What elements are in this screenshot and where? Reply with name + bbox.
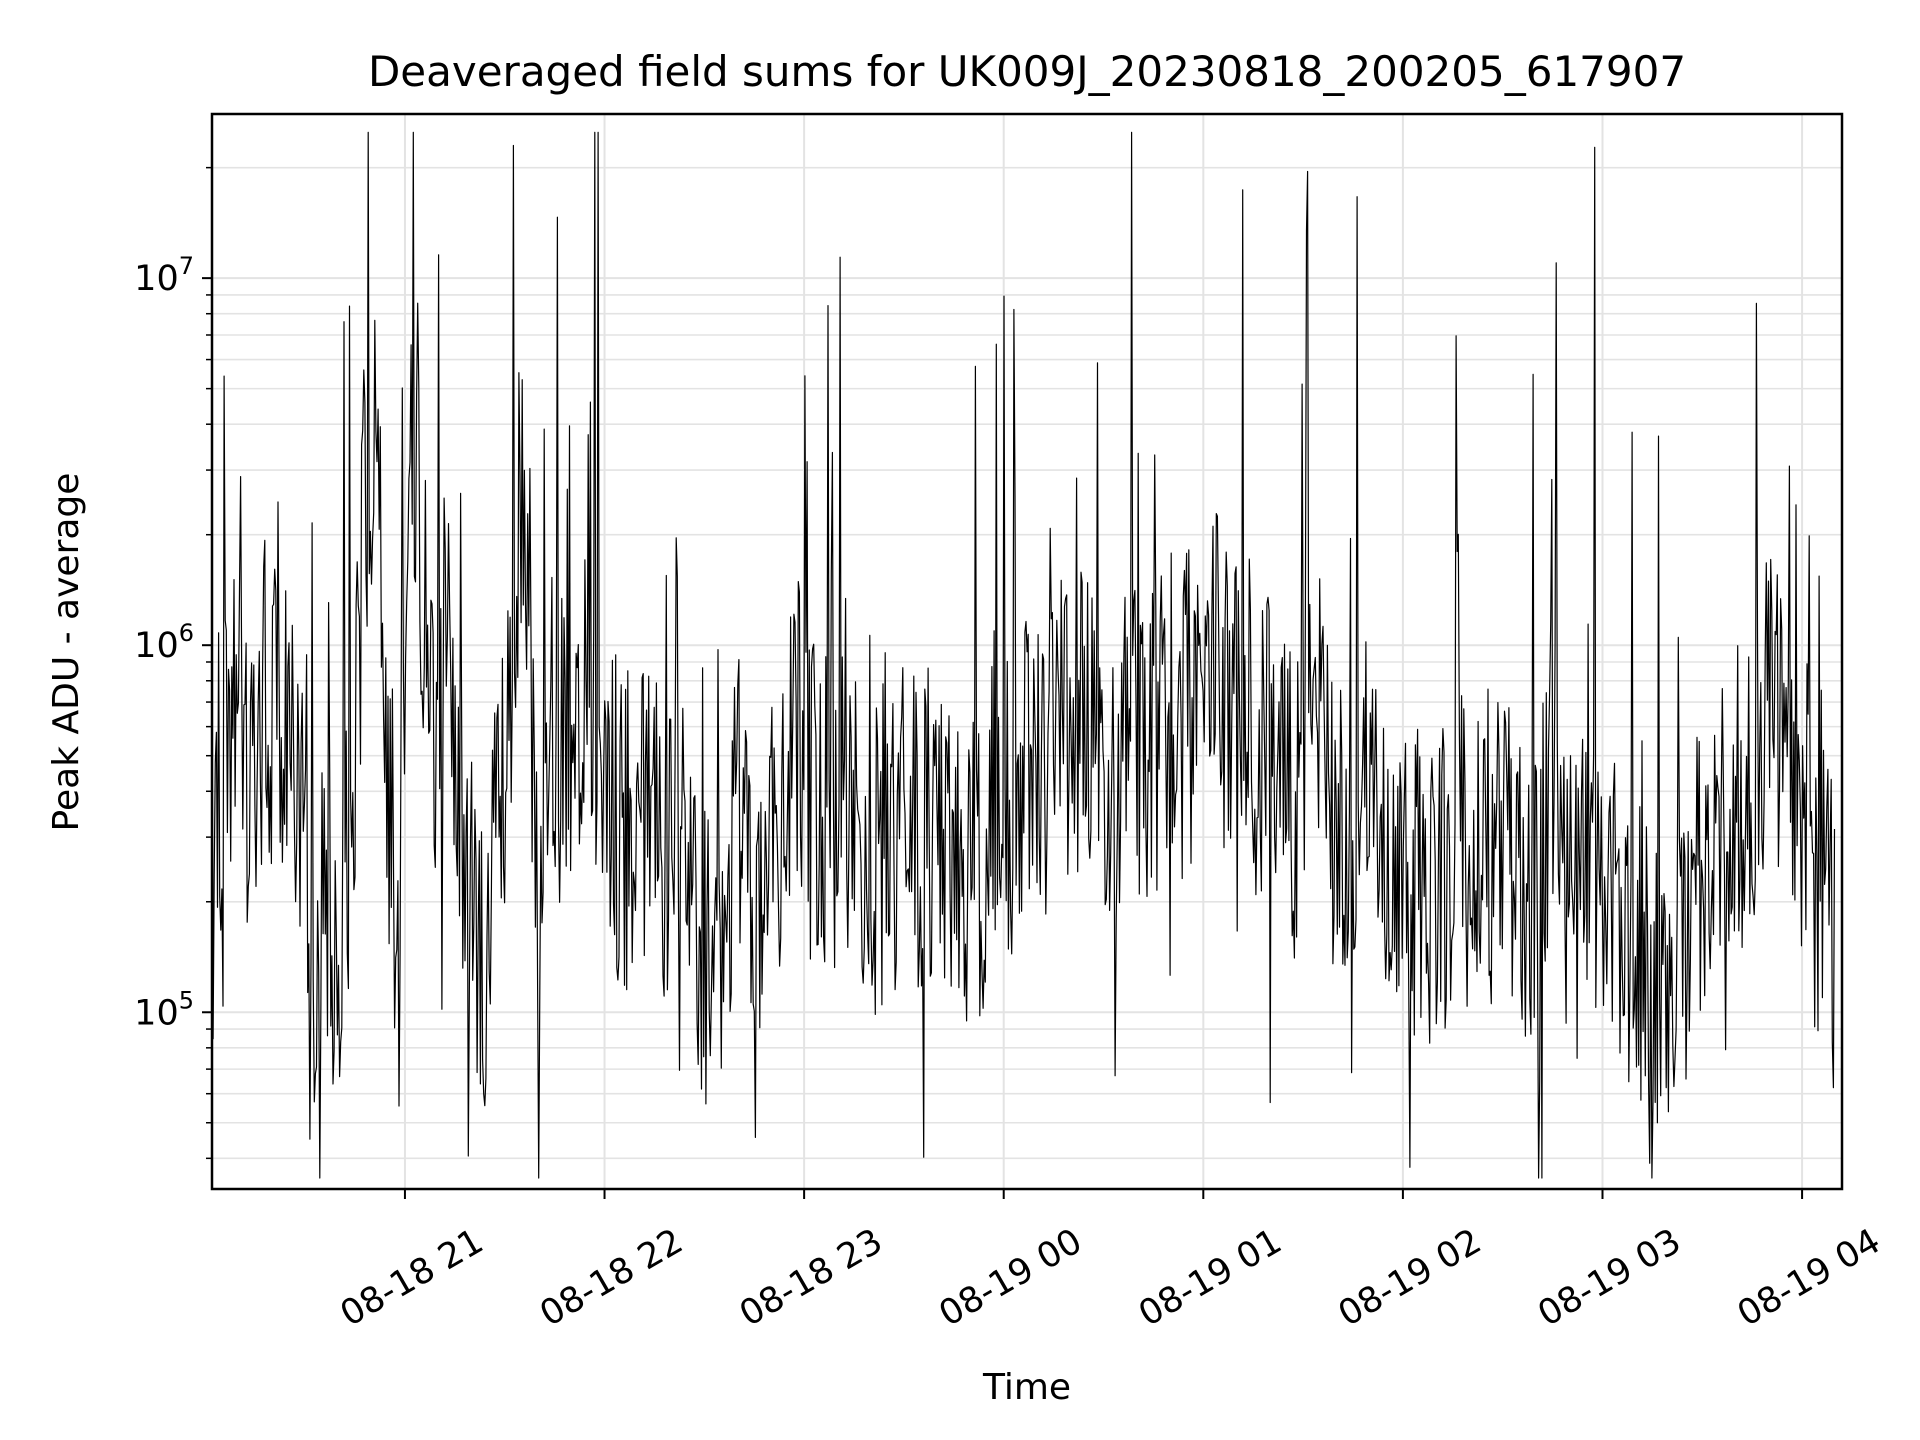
- x-axis: 08-18 21 08-18 22 08-18 23 08-19 00 08-19 01…: [334, 1189, 1887, 1335]
- y-tick-exponent: 6: [179, 619, 194, 647]
- x-tick-label: 08-19 02: [1332, 1221, 1488, 1334]
- y-tick-base: 10: [134, 993, 179, 1033]
- x-tick-label: 08-18 21: [334, 1221, 490, 1334]
- x-tick-label: 08-19 01: [1132, 1221, 1288, 1334]
- chart-title: Deaveraged field sums for UK009J_2023081…: [368, 47, 1686, 96]
- x-tick-label: 08-19 04: [1731, 1221, 1887, 1334]
- y-tick-base: 10: [134, 626, 179, 666]
- y-tick-exponent: 5: [179, 986, 194, 1014]
- y-tick-exponent: 7: [179, 252, 194, 280]
- series-line-0: [211, 131, 1836, 1179]
- x-tick-label: 08-18 22: [533, 1221, 689, 1334]
- y-tick-base: 10: [134, 259, 179, 299]
- data-series: [211, 131, 1836, 1179]
- x-axis-label: Time: [982, 1367, 1071, 1408]
- y-axis-label: Peak ADU - average: [46, 473, 87, 832]
- y-tick-label: 106: [134, 619, 194, 666]
- grid: [212, 114, 1842, 1189]
- x-tick-label: 08-19 00: [933, 1221, 1089, 1334]
- y-tick-label: 105: [134, 986, 194, 1033]
- plot-frame: [210, 112, 1844, 1191]
- y-tick-label: 107: [134, 252, 194, 299]
- x-tick-label: 08-19 03: [1531, 1221, 1687, 1334]
- x-tick-label: 08-18 23: [733, 1221, 889, 1334]
